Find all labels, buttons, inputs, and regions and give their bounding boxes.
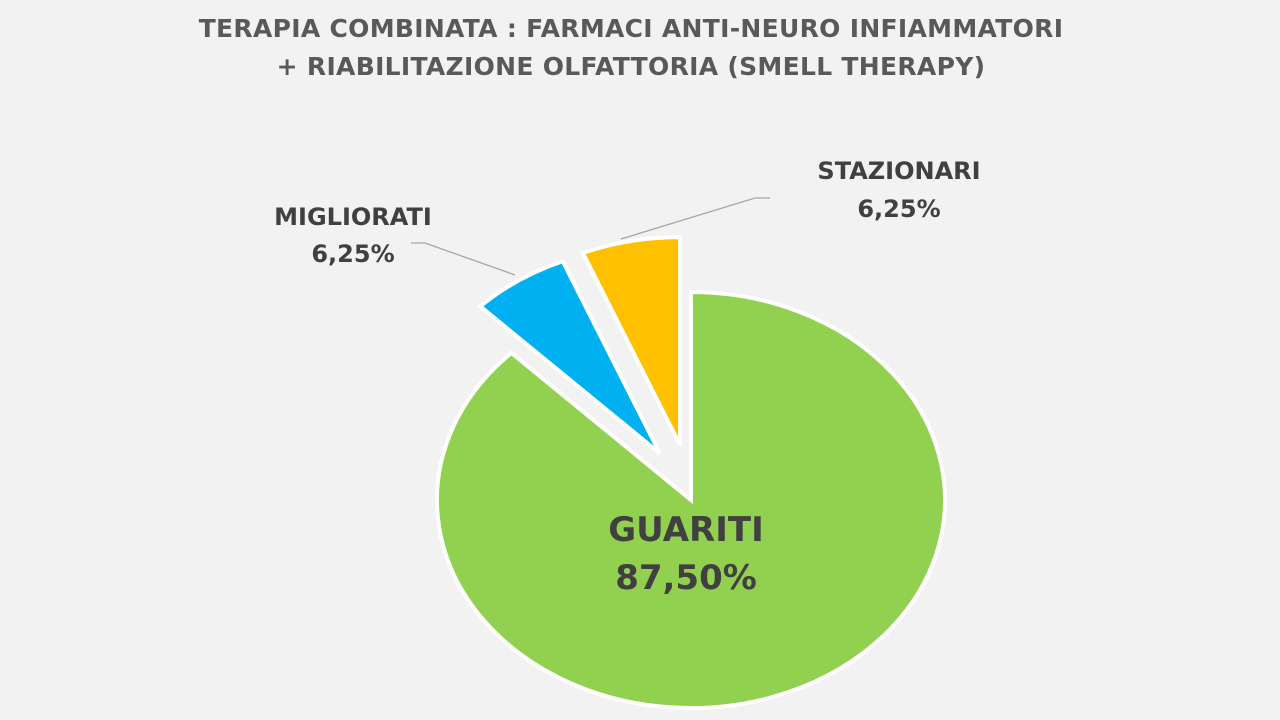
leader-line-migliorati <box>411 242 516 276</box>
pie-slice-stazionari <box>580 235 683 446</box>
slice-name-label-migliorati: MIGLIORATI <box>274 203 432 231</box>
pie-slice-migliorati <box>477 258 662 455</box>
leader-line-stazionari <box>620 197 770 240</box>
slice-value-label-guariti: 87,50% <box>615 558 757 598</box>
chart-title-line-2: + RIABILITAZIONE OLFATTORIA (SMELL THERA… <box>276 52 986 81</box>
slice-value-label-migliorati: 6,25% <box>311 240 394 268</box>
chart-title-line-1: TERAPIA COMBINATA : FARMACI ANTI-NEURO I… <box>198 14 1064 43</box>
slice-name-label-guariti: GUARITI <box>608 510 763 550</box>
slice-name-label-stazionari: STAZIONARI <box>817 157 980 185</box>
chart-title: TERAPIA COMBINATA : FARMACI ANTI-NEURO I… <box>0 10 1262 86</box>
slice-value-label-stazionari: 6,25% <box>857 195 940 223</box>
pie-slice-guariti <box>435 289 947 710</box>
